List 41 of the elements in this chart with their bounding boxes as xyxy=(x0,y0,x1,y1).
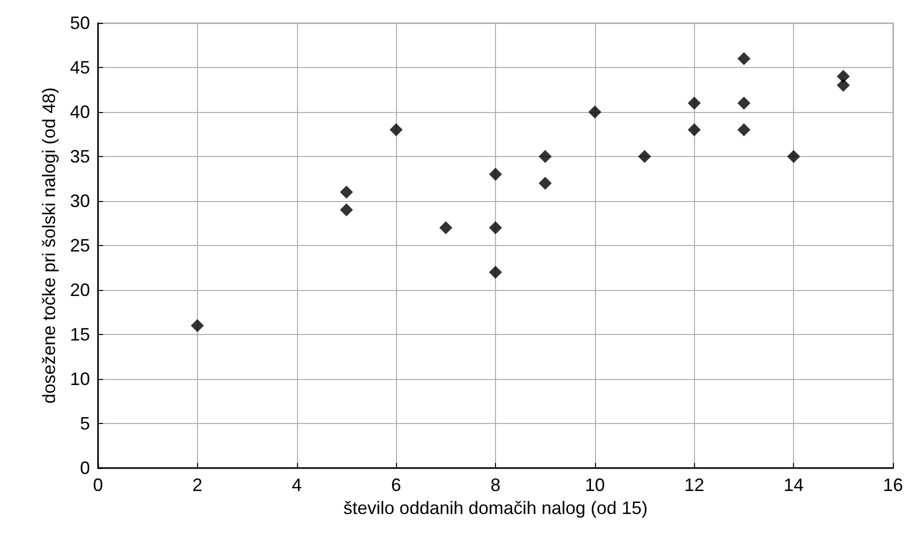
y-tick-label: 40 xyxy=(70,102,90,122)
y-tick-label: 10 xyxy=(70,369,90,389)
point xyxy=(340,203,353,216)
point xyxy=(538,150,552,163)
y-tick-label: 50 xyxy=(70,13,90,33)
point xyxy=(588,106,602,118)
x-tick-label: 2 xyxy=(192,475,202,495)
x-tick-label: 14 xyxy=(784,475,804,495)
point xyxy=(737,96,750,110)
y-tick-label: 5 xyxy=(80,414,90,434)
x-tick-label: 0 xyxy=(92,475,104,495)
y-tick-label: 0 xyxy=(80,458,90,478)
x-tick-label: 16 xyxy=(882,475,904,495)
point xyxy=(836,78,850,92)
x-axis-title: število oddanih domačih nalog (od 15) xyxy=(343,498,648,518)
point xyxy=(638,150,652,163)
y-tick-label: 20 xyxy=(70,280,90,300)
point xyxy=(489,221,502,234)
y-tick-label: 45 xyxy=(70,58,90,78)
point xyxy=(737,52,750,66)
point xyxy=(489,266,502,279)
x-tick-label: 12 xyxy=(684,475,704,495)
y-tick-label: 25 xyxy=(70,236,90,256)
point xyxy=(538,176,552,190)
x-tick-label: 6 xyxy=(391,475,402,495)
point xyxy=(390,123,403,136)
point xyxy=(489,168,502,181)
point xyxy=(737,123,750,136)
point xyxy=(439,221,452,234)
x-tick-label: 4 xyxy=(292,475,302,495)
x-tick-label: 10 xyxy=(584,475,605,495)
point xyxy=(688,123,701,136)
y-tick-label: 15 xyxy=(70,324,90,344)
x-tick-label: 8 xyxy=(490,475,501,495)
point xyxy=(340,186,353,199)
y-tick-label: 30 xyxy=(70,191,90,211)
y-axis-title: dosežene točke pri šolski nalogi (od 48) xyxy=(39,87,59,404)
point xyxy=(190,319,204,332)
y-tick-label: 35 xyxy=(70,146,90,166)
point xyxy=(787,150,800,163)
point xyxy=(688,96,701,110)
